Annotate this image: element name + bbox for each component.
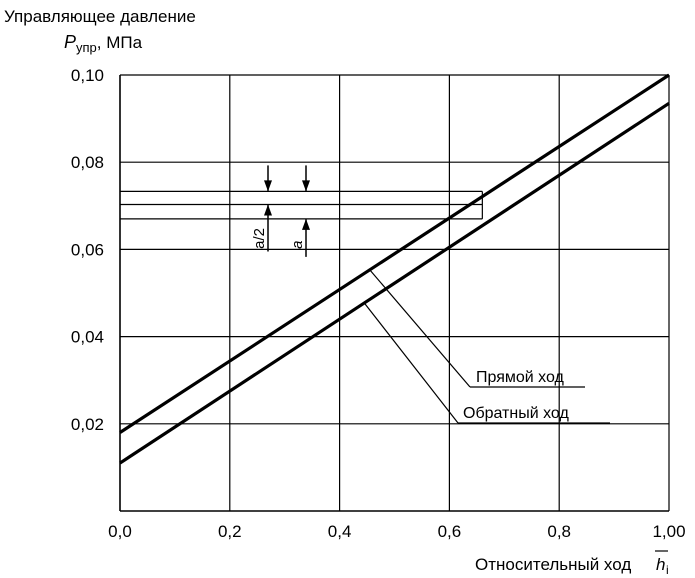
y-axis-subscript: упр <box>76 40 97 55</box>
y-tick-label: 0,06 <box>71 240 104 259</box>
y-tick-label: 0,10 <box>71 66 104 85</box>
half-band-arrow-bottom-head <box>264 204 272 216</box>
y-tick-label: 0,02 <box>71 415 104 434</box>
band-arrow-top-head <box>302 180 310 192</box>
y-tick-label: 0,04 <box>71 328 104 347</box>
x-tick-label: 0,8 <box>547 522 571 541</box>
series-group <box>119 73 670 465</box>
half-band-label: a/2 <box>251 228 268 249</box>
series-line-1 <box>119 73 670 434</box>
legend-label-reverse: Обратный ход <box>463 405 569 422</box>
x-tick-label: 0,2 <box>218 522 242 541</box>
legend-callouts: Прямой ход Обратный ход <box>363 269 610 424</box>
x-tick-label: 0,0 <box>108 522 132 541</box>
x-axis-label: Относительный ход <box>475 555 631 574</box>
leader-line-forward <box>369 269 471 388</box>
band-arrow-bottom-head <box>302 218 310 230</box>
x-axis-symbol: h <box>656 555 665 574</box>
x-tick-label: 1,00 <box>652 522 685 541</box>
half-band-arrow-top-head <box>264 180 272 192</box>
x-tick-label: 0,6 <box>438 522 462 541</box>
leader-line-reverse <box>363 302 459 424</box>
legend-label-forward: Прямой ход <box>476 369 565 386</box>
y-axis-symbol-line: Pупр, МПа <box>64 32 143 55</box>
y-axis-symbol: P <box>64 32 76 52</box>
y-axis-unit: , МПа <box>97 33 143 52</box>
x-axis-subscript: i <box>666 563 669 577</box>
y-axis-title: Управляющее давление <box>4 7 196 26</box>
hysteresis-band: a/2 a <box>120 165 483 257</box>
band-label: a <box>289 241 306 249</box>
tick-labels: 0,0 0,2 0,4 0,6 0,8 1,00 0,02 0,04 0,06 0,08 0,10 <box>71 66 686 541</box>
x-tick-label: 0,4 <box>328 522 352 541</box>
grid <box>119 74 670 512</box>
y-tick-label: 0,08 <box>71 153 104 172</box>
series-line-2 <box>119 102 670 465</box>
